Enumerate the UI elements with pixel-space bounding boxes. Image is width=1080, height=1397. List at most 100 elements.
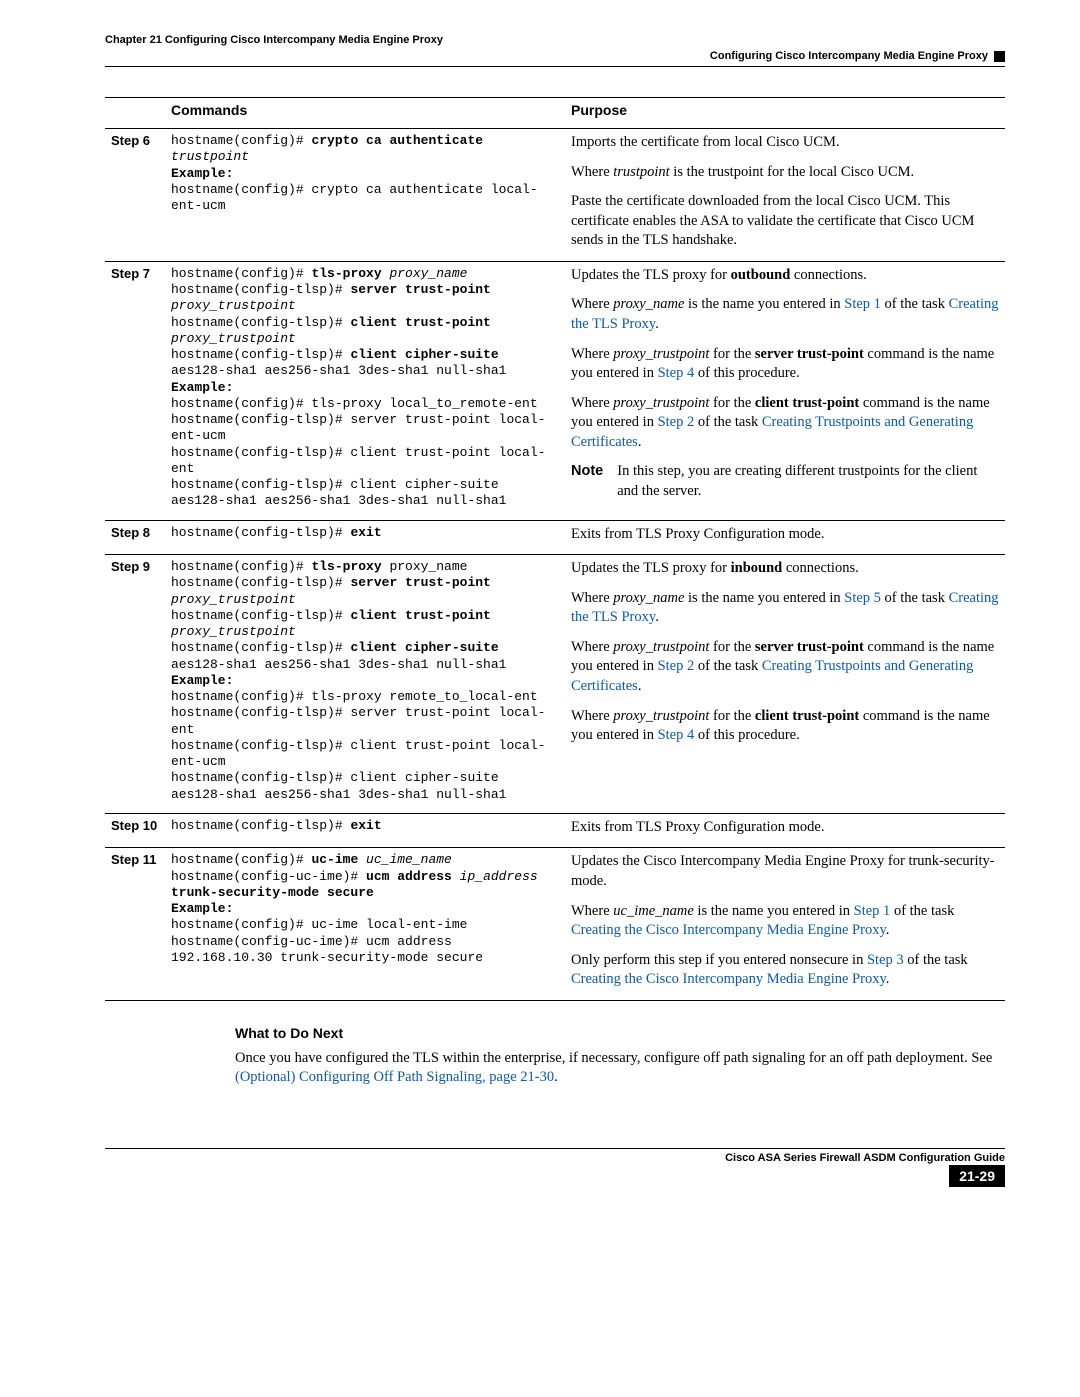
cmd-bold: tls-proxy xyxy=(311,266,389,281)
cmd-text: hostname(config-tlsp)# xyxy=(171,575,350,590)
t: Once you have configured the TLS within … xyxy=(235,1050,992,1066)
step-link[interactable]: Step 5 xyxy=(844,590,881,606)
step-label: Step 8 xyxy=(111,525,150,540)
section-header-text: Configuring Cisco Intercompany Media Eng… xyxy=(710,50,988,62)
step-link[interactable]: Step 4 xyxy=(658,727,695,743)
command-block: hostname(config)# uc-ime uc_ime_name hos… xyxy=(171,852,559,966)
t: Where xyxy=(571,639,613,655)
purpose-text: Where proxy_name is the name you entered… xyxy=(571,295,999,334)
purpose-text: Where proxy_trustpoint for the client tr… xyxy=(571,394,999,453)
t: of the task xyxy=(881,296,949,312)
col-step xyxy=(105,98,165,129)
xref-link[interactable]: (Optional) Configuring Off Path Signalin… xyxy=(235,1069,554,1085)
arg: proxy_trustpoint xyxy=(613,639,709,655)
example-label: Example: xyxy=(171,673,233,688)
steps-table: Commands Purpose Step 6 hostname(config)… xyxy=(105,97,1005,1001)
t: of this procedure. xyxy=(694,365,800,381)
t: for the xyxy=(709,395,755,411)
command-block: hostname(config)# tls-proxy proxy_name h… xyxy=(171,559,559,803)
step-link[interactable]: Step 1 xyxy=(844,296,881,312)
cmd-text: hostname(config)# tls-proxy local_to_rem… xyxy=(171,396,545,509)
purpose-text: Updates the TLS proxy for inbound connec… xyxy=(571,559,999,579)
task-link[interactable]: Creating the Cisco Intercompany Media En… xyxy=(571,971,886,987)
t: Where xyxy=(571,903,613,919)
cmd-arg: uc_ime_name xyxy=(366,852,452,867)
note: Note In this step, you are creating diff… xyxy=(571,462,999,501)
table-row: Step 10 hostname(config-tlsp)# exit Exit… xyxy=(105,813,1005,848)
step-link[interactable]: Step 4 xyxy=(658,365,695,381)
t: . xyxy=(655,609,659,625)
t: of the task xyxy=(904,952,968,968)
page-footer: Cisco ASA Series Firewall ASDM Configura… xyxy=(105,1148,1005,1164)
cmd-arg: proxy_trustpoint xyxy=(171,298,296,313)
cmd-text: hostname(config-tlsp)# xyxy=(171,282,350,297)
guide-title: Cisco ASA Series Firewall ASDM Configura… xyxy=(105,1149,1005,1164)
step-link[interactable]: Step 2 xyxy=(658,414,695,430)
cmd-text: aes128-sha1 aes256-sha1 3des-sha1 null-s… xyxy=(171,363,506,378)
step-link[interactable]: Step 1 xyxy=(854,903,891,919)
cmd-text: hostname(config-tlsp)# xyxy=(171,315,350,330)
cmd-bold: exit xyxy=(350,818,381,833)
cmd-bold: client trust-point xyxy=(350,315,498,330)
table-row: Step 8 hostname(config-tlsp)# exit Exits… xyxy=(105,520,1005,555)
purpose-cell: Updates the Cisco Intercompany Media Eng… xyxy=(565,848,1005,1000)
header-marker xyxy=(994,51,1005,62)
cmd-bold: client trust-point xyxy=(350,608,498,623)
t: of this procedure. xyxy=(694,727,800,743)
arg: proxy_name xyxy=(613,296,684,312)
t: is the name you entered in xyxy=(684,590,844,606)
cmd-text: hostname(config)# tls-proxy remote_to_lo… xyxy=(171,689,545,802)
purpose-text: Where proxy_trustpoint for the server tr… xyxy=(571,345,999,384)
t: Where xyxy=(571,296,613,312)
page-number: 21-29 xyxy=(949,1165,1005,1187)
t: of the task xyxy=(694,414,762,430)
purpose-text: Exits from TLS Proxy Configuration mode. xyxy=(571,818,999,838)
purpose-cell: Exits from TLS Proxy Configuration mode. xyxy=(565,813,1005,848)
t: Where xyxy=(571,708,613,724)
b: server trust-point xyxy=(755,346,864,362)
cmd-text: hostname(config-uc-ime)# xyxy=(171,869,366,884)
t: is the trustpoint for the local Cisco UC… xyxy=(670,164,914,180)
t: Updates the TLS proxy for xyxy=(571,267,731,283)
table-row: Step 11 hostname(config)# uc-ime uc_ime_… xyxy=(105,848,1005,1000)
cmd-text: hostname(config)# xyxy=(171,266,311,281)
purpose-text: Imports the certificate from local Cisco… xyxy=(571,133,999,153)
t: . xyxy=(886,971,890,987)
t: . xyxy=(886,922,890,938)
cmd-bold: tls-proxy xyxy=(311,559,389,574)
cmd-text: hostname(config)# xyxy=(171,852,311,867)
arg: proxy_trustpoint xyxy=(613,395,709,411)
t: of the task xyxy=(881,590,949,606)
purpose-text: Paste the certificate downloaded from th… xyxy=(571,192,999,251)
cmd-text: hostname(config-tlsp)# xyxy=(171,640,350,655)
purpose-text: Where proxy_trustpoint for the server tr… xyxy=(571,638,999,697)
t: for the xyxy=(709,346,755,362)
cmd-bold: client cipher-suite xyxy=(350,347,506,362)
table-row: Step 6 hostname(config)# crypto ca authe… xyxy=(105,129,1005,262)
col-commands: Commands xyxy=(165,98,565,129)
purpose-text: Where trustpoint is the trustpoint for t… xyxy=(571,163,999,183)
cmd-bold: client cipher-suite xyxy=(350,640,506,655)
b: outbound xyxy=(731,267,791,283)
what-to-do-next: What to Do Next Once you have configured… xyxy=(105,1025,1005,1088)
table-row: Step 9 hostname(config)# tls-proxy proxy… xyxy=(105,555,1005,814)
purpose-text: Updates the TLS proxy for outbound conne… xyxy=(571,266,999,286)
step-link[interactable]: Step 3 xyxy=(867,952,904,968)
table-row: Step 7 hostname(config)# tls-proxy proxy… xyxy=(105,261,1005,520)
t: is the name you entered in xyxy=(694,903,854,919)
t: of the task xyxy=(890,903,954,919)
command-block: hostname(config-tlsp)# exit xyxy=(171,525,559,541)
step-link[interactable]: Step 2 xyxy=(658,658,695,674)
step-label: Step 6 xyxy=(111,133,150,148)
b: inbound xyxy=(731,560,783,576)
t: for the xyxy=(709,708,755,724)
cmd-bold: ucm address xyxy=(366,869,460,884)
example-label: Example: xyxy=(171,901,233,916)
task-link[interactable]: Creating the Cisco Intercompany Media En… xyxy=(571,922,886,938)
b: server trust-point xyxy=(755,639,864,655)
step-label: Step 9 xyxy=(111,559,150,574)
cmd-text: hostname(config)# xyxy=(171,559,311,574)
t: . xyxy=(638,434,642,450)
arg: proxy_trustpoint xyxy=(613,346,709,362)
purpose-cell: Exits from TLS Proxy Configuration mode. xyxy=(565,520,1005,555)
